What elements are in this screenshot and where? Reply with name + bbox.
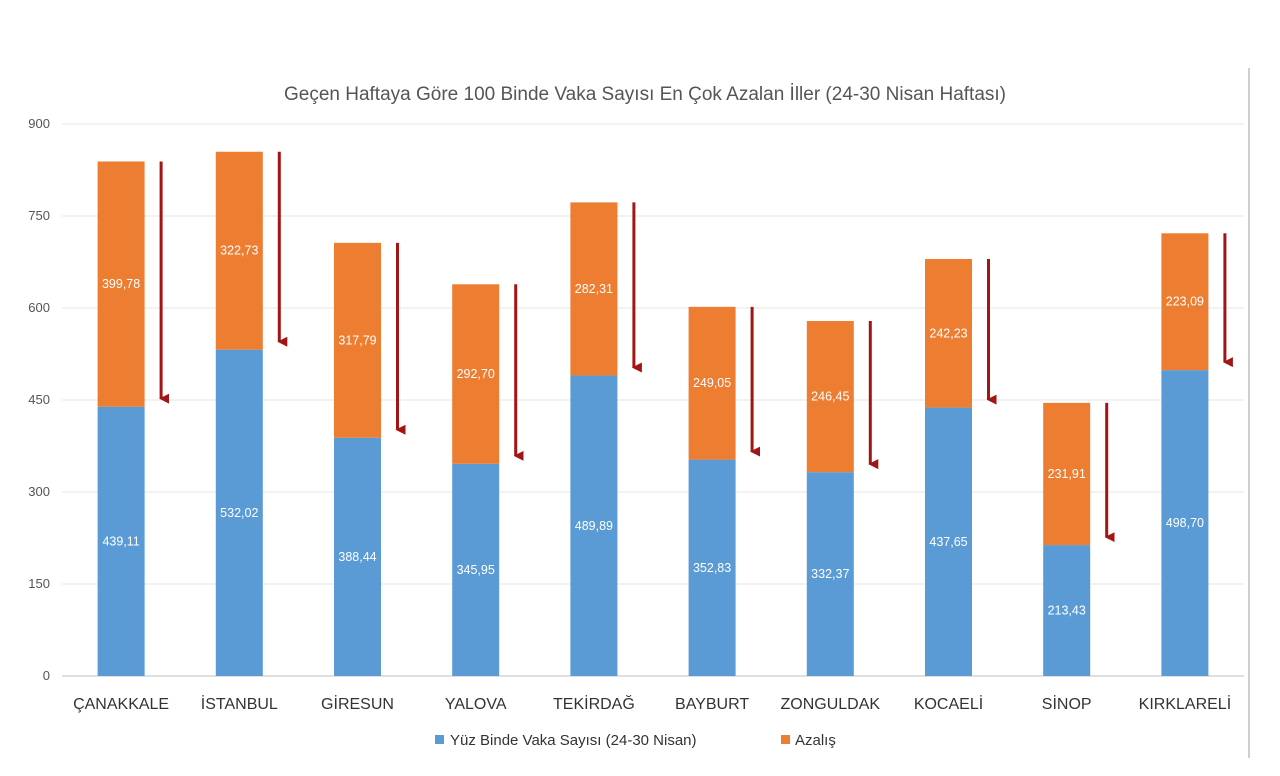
bar-decrease [452,284,500,464]
x-axis: ÇANAKKALE İSTANBUL GİRESUN YALOVA TEKİRDAĞ BA… [73,694,1231,713]
x-tick-label: ÇANAKKALE [73,696,169,713]
bar-cases [925,407,972,676]
data-label-decrease: 292,70 [457,367,495,381]
data-label-cases: 332,37 [811,567,849,581]
stacked-bar-chart: Geçen Haftaya Göre 100 Binde Vaka Sayısı… [28,84,1244,749]
x-tick-label: TEKİRDAĞ [553,694,635,713]
y-tick-label: 0 [43,668,50,683]
bar-cases [570,375,618,676]
y-tick-label: 150 [28,576,50,591]
data-label-decrease: 223,09 [1166,295,1204,309]
data-label-decrease: 282,31 [575,282,613,296]
x-tick-label: GİRESUN [321,694,394,713]
bar-decrease [334,242,381,438]
data-label-cases: 388,44 [338,550,376,564]
legend-label-decrease: Azalış [795,732,836,749]
legend-swatch-cases [435,735,444,744]
data-label-decrease: 249,05 [693,376,731,390]
chart-frame: Geçen Haftaya Göre 100 Binde Vaka Sayısı… [22,68,1250,758]
bar-decrease [1161,233,1209,371]
bar-decrease [215,151,263,350]
bar-decrease [97,161,145,407]
bar-decrease [688,306,736,460]
legend-label-cases: Yüz Binde Vaka Sayısı (24-30 Nisan) [450,732,697,749]
bar-decrease [570,202,618,376]
data-label-cases: 489,89 [575,519,613,533]
bar-cases [334,437,381,676]
x-tick-label: SİNOP [1042,694,1092,713]
bar-cases [1043,545,1091,676]
y-axis: 0 150 300 450 600 750 900 [28,116,50,683]
x-tick-label: KOCAELİ [914,694,983,713]
data-label-cases: 213,43 [1048,604,1086,618]
y-tick-label: 750 [28,208,50,223]
data-label-decrease: 246,45 [811,390,849,404]
bar-cases [215,349,263,676]
data-label-decrease: 242,23 [929,326,967,340]
y-tick-label: 600 [28,300,50,315]
x-tick-label: İSTANBUL [201,694,278,713]
chart-title: Geçen Haftaya Göre 100 Binde Vaka Sayısı… [284,84,1006,105]
bar-cases [452,463,500,676]
bar-decrease [925,259,972,408]
bars: 439,11 399,78 532,02 322,73 388,44 317,79 345,… [97,151,1209,676]
y-tick-label: 300 [28,484,50,499]
bar-decrease [1043,402,1091,546]
bar-cases [97,406,145,676]
data-label-cases: 532,02 [220,506,258,520]
data-label-cases: 439,11 [102,534,139,548]
data-label-cases: 437,65 [929,535,967,549]
decrease-arrows [159,151,1233,543]
y-tick-label: 450 [28,392,50,407]
x-tick-label: BAYBURT [675,696,749,713]
x-tick-label: YALOVA [445,696,507,713]
bar-cases [688,459,736,676]
data-label-cases: 352,83 [693,561,731,575]
x-tick-label: ZONGULDAK [781,696,881,713]
bar-cases [1161,370,1209,676]
data-label-decrease: 399,78 [102,277,140,291]
x-tick-label: KIRKLARELİ [1139,694,1231,713]
data-label-decrease: 231,91 [1048,467,1086,481]
bar-cases [806,472,854,676]
legend: Yüz Binde Vaka Sayısı (24-30 Nisan) Azal… [435,732,836,749]
data-label-cases: 345,95 [457,563,495,577]
y-tick-label: 900 [28,116,50,131]
data-label-cases: 498,70 [1166,516,1204,530]
data-label-decrease: 322,73 [220,244,258,258]
legend-swatch-decrease [781,735,790,744]
data-label-decrease: 317,79 [338,333,376,347]
bar-decrease [806,320,854,473]
